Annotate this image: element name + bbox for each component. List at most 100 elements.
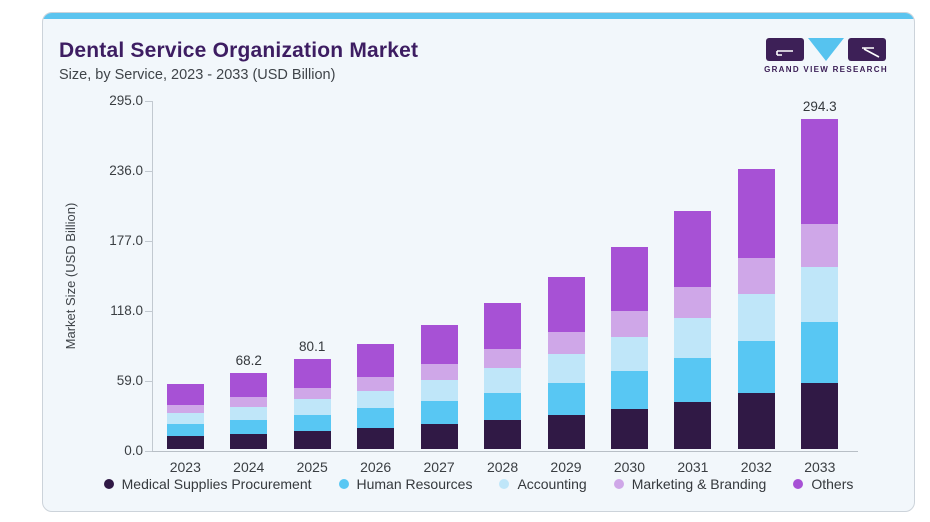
bar-segment-accounting [737, 294, 775, 342]
bar-value-label: 68.2 [235, 352, 262, 368]
bar-segment-medical-supplies-procurement [610, 408, 648, 449]
legend-item-human-resources: Human Resources [338, 476, 473, 492]
legend-item-marketing-branding: Marketing & Branding [613, 476, 767, 492]
y-tick-mark [145, 310, 152, 312]
bar-2026 [357, 343, 395, 449]
bar-segment-medical-supplies-procurement [166, 436, 204, 449]
grand-view-research-logo: GRAND VIEW RESEARCH [764, 37, 888, 74]
bar-segment-others [357, 343, 395, 378]
legend-swatch-icon [499, 479, 510, 489]
y-tick-label: 59.0 [116, 373, 143, 388]
legend-item-others: Others [793, 476, 853, 492]
bar-segment-accounting [484, 368, 522, 393]
bar-segment-marketing-branding [801, 223, 839, 267]
bar-segment-medical-supplies-procurement [484, 419, 522, 449]
bar-segment-others [166, 383, 204, 405]
legend-swatch-icon [613, 479, 624, 489]
logo-g-glyph [776, 49, 793, 56]
bar-segment-others [420, 324, 458, 365]
legend-label: Human Resources [356, 476, 473, 492]
bar-segment-medical-supplies-procurement [357, 427, 395, 449]
bar-segment-others [547, 277, 585, 332]
bar-segment-medical-supplies-procurement [547, 414, 585, 449]
y-tick-label: 0.0 [124, 443, 143, 458]
x-tick-label: 2027 [423, 459, 455, 475]
bar-segment-medical-supplies-procurement [801, 383, 839, 449]
page-title: Dental Service Organization Market [59, 39, 419, 62]
y-tick-mark [145, 240, 152, 242]
bar-segment-accounting [293, 399, 331, 415]
bar-segment-medical-supplies-procurement [293, 431, 331, 449]
logo-r-glyph [862, 46, 880, 58]
logo-letter-r-icon [848, 37, 886, 61]
bar-2031 [674, 211, 712, 449]
page-subtitle: Size, by Service, 2023 - 2033 (USD Billi… [59, 67, 336, 83]
bar-2029 [547, 277, 585, 449]
bar-segment-marketing-branding [547, 331, 585, 354]
bar-segment-accounting [420, 380, 458, 402]
report-card: Dental Service Organization Market Size,… [42, 12, 915, 512]
x-tick-label: 2024 [233, 459, 265, 475]
bar-segment-medical-supplies-procurement [737, 393, 775, 449]
bar-2028 [484, 303, 522, 449]
bar-segment-accounting [801, 266, 839, 323]
bar-value-label: 80.1 [299, 339, 326, 355]
bar-segment-marketing-branding [293, 387, 331, 400]
y-tick-mark [145, 170, 152, 172]
legend-label: Accounting [517, 476, 587, 492]
legend-swatch-icon [793, 479, 804, 489]
bar-2033 [801, 119, 839, 449]
legend-label: Medical Supplies Procurement [121, 476, 312, 492]
y-tick-mark [145, 100, 152, 102]
x-tick-label: 2032 [740, 459, 772, 475]
bar-2030 [610, 247, 648, 449]
logo-letter-g-icon [766, 37, 804, 61]
x-tick-label: 2033 [804, 459, 836, 475]
bar-segment-marketing-branding [357, 377, 395, 391]
legend-item-accounting: Accounting [499, 476, 587, 492]
legend-label: Others [811, 476, 854, 492]
x-tick-label: 2031 [677, 459, 709, 475]
bar-segment-human-resources [547, 382, 585, 415]
bar-segment-others [293, 359, 331, 388]
bar-segment-accounting [674, 317, 712, 358]
bar-segment-human-resources [293, 414, 331, 432]
x-tick-label: 2026 [360, 459, 392, 475]
chart-legend: Medical Supplies Procurement Human Resour… [43, 476, 914, 492]
bar-segment-human-resources [166, 424, 204, 437]
legend-label: Marketing & Branding [631, 476, 767, 492]
bar-segment-others [737, 169, 775, 259]
bar-segment-medical-supplies-procurement [674, 401, 712, 449]
legend-swatch-icon [103, 479, 114, 489]
bar-segment-human-resources [674, 357, 712, 402]
bar-2032 [737, 169, 775, 449]
y-axis-title: Market Size (USD Billion) [63, 202, 78, 350]
bar-segment-human-resources [801, 322, 839, 384]
bar-segment-marketing-branding [610, 310, 648, 338]
logo-marks [764, 37, 888, 61]
legend-item-medical-supplies-procurement: Medical Supplies Procurement [103, 476, 312, 492]
bar-segment-marketing-branding [166, 404, 204, 414]
bar-segment-accounting [610, 337, 648, 372]
bar-2024 [230, 372, 268, 449]
bar-segment-human-resources [610, 371, 648, 409]
y-tick-label: 177.0 [109, 233, 143, 248]
y-tick-label: 118.0 [110, 303, 143, 318]
bar-segment-accounting [230, 406, 268, 420]
bar-segment-accounting [357, 390, 395, 409]
x-tick-label: 2029 [550, 459, 582, 475]
bar-segment-marketing-branding [674, 286, 712, 318]
bar-segment-human-resources [357, 408, 395, 428]
bar-2023 [166, 383, 204, 449]
bar-segment-marketing-branding [737, 258, 775, 295]
x-tick-label: 2028 [486, 459, 519, 475]
bar-segment-others [674, 211, 712, 287]
y-axis-line [152, 101, 153, 451]
bar-segment-others [610, 247, 648, 311]
y-tick-label: 295.0 [109, 93, 143, 108]
bar-2027 [420, 324, 458, 449]
y-tick-label: 236.0 [109, 163, 143, 178]
bar-segment-marketing-branding [420, 364, 458, 381]
y-tick-mark [145, 380, 152, 382]
